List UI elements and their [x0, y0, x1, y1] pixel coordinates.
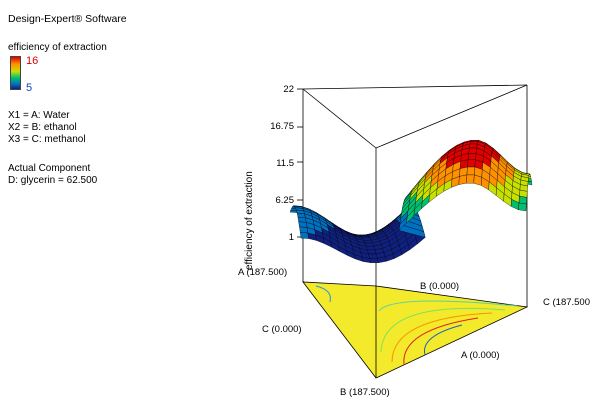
software-title: Design-Expert® Software: [8, 13, 127, 25]
surface-facet: [299, 226, 309, 234]
floor-contours: [315, 285, 518, 366]
contour-line: [391, 312, 493, 363]
surface-facet: [369, 258, 379, 263]
response-surface: [289, 140, 533, 264]
surface-facet: [368, 253, 378, 259]
contour-line: [423, 324, 463, 356]
floor-triangle: [302, 281, 529, 379]
vertex-label-a-top: A (187.500): [238, 267, 287, 278]
z-tick-label: 16.75: [270, 121, 294, 132]
vertex-label-a-zero: A (0.000): [461, 350, 500, 361]
contour-line: [378, 300, 518, 312]
z-tick-labels: 22 16.75 11.5 6.25 1: [270, 84, 294, 243]
z-tick-label: 6.25: [276, 195, 295, 206]
vertex-label-c-zero: C (0.000): [262, 324, 302, 335]
surface-facet: [298, 221, 308, 228]
surface-facet: [469, 143, 478, 149]
actual-component-value: D: glycerin = 62.500: [8, 175, 98, 186]
surface-facet: [364, 242, 374, 247]
surface-facet: [363, 240, 373, 244]
factor-x1: X1 = A: Water: [8, 110, 70, 121]
z-axis-label: efficiency of extraction: [244, 171, 255, 270]
surface-facet: [467, 159, 476, 168]
surface-facet: [360, 236, 371, 239]
z-tick-label: 1: [289, 232, 294, 243]
vertex-label-b-max: B (187.500): [340, 387, 390, 398]
surface-facet: [365, 246, 376, 251]
factor-x3: X3 = C: methanol: [8, 134, 86, 145]
legend-low-value: 5: [26, 82, 33, 94]
surface-facet: [458, 174, 468, 185]
actual-component-heading: Actual Component: [8, 163, 91, 174]
surface-facet: [466, 174, 475, 184]
surface-facet: [362, 237, 372, 241]
surface-facet: [518, 202, 527, 212]
color-legend-bar: [10, 56, 21, 90]
contour-line: [403, 317, 479, 366]
contour-line: [380, 307, 506, 353]
surface-facet: [469, 141, 479, 145]
factor-x2: X2 = B: ethanol: [8, 122, 77, 133]
vertex-label-c-max: C (187.500: [543, 297, 590, 308]
z-tick-label: 22: [283, 84, 294, 95]
z-tick-label: 11.5: [276, 158, 294, 169]
surface-facet: [466, 166, 476, 176]
contour-line: [315, 285, 331, 303]
surface-facet: [468, 147, 477, 154]
legend-high-value: 16: [26, 55, 39, 67]
legend-title: efficiency of extraction: [8, 42, 107, 53]
surface-facet: [467, 153, 477, 160]
surface-facet: [367, 249, 377, 255]
vertex-label-b-zero: B (0.000): [420, 281, 459, 292]
surface-facet: [299, 232, 310, 239]
